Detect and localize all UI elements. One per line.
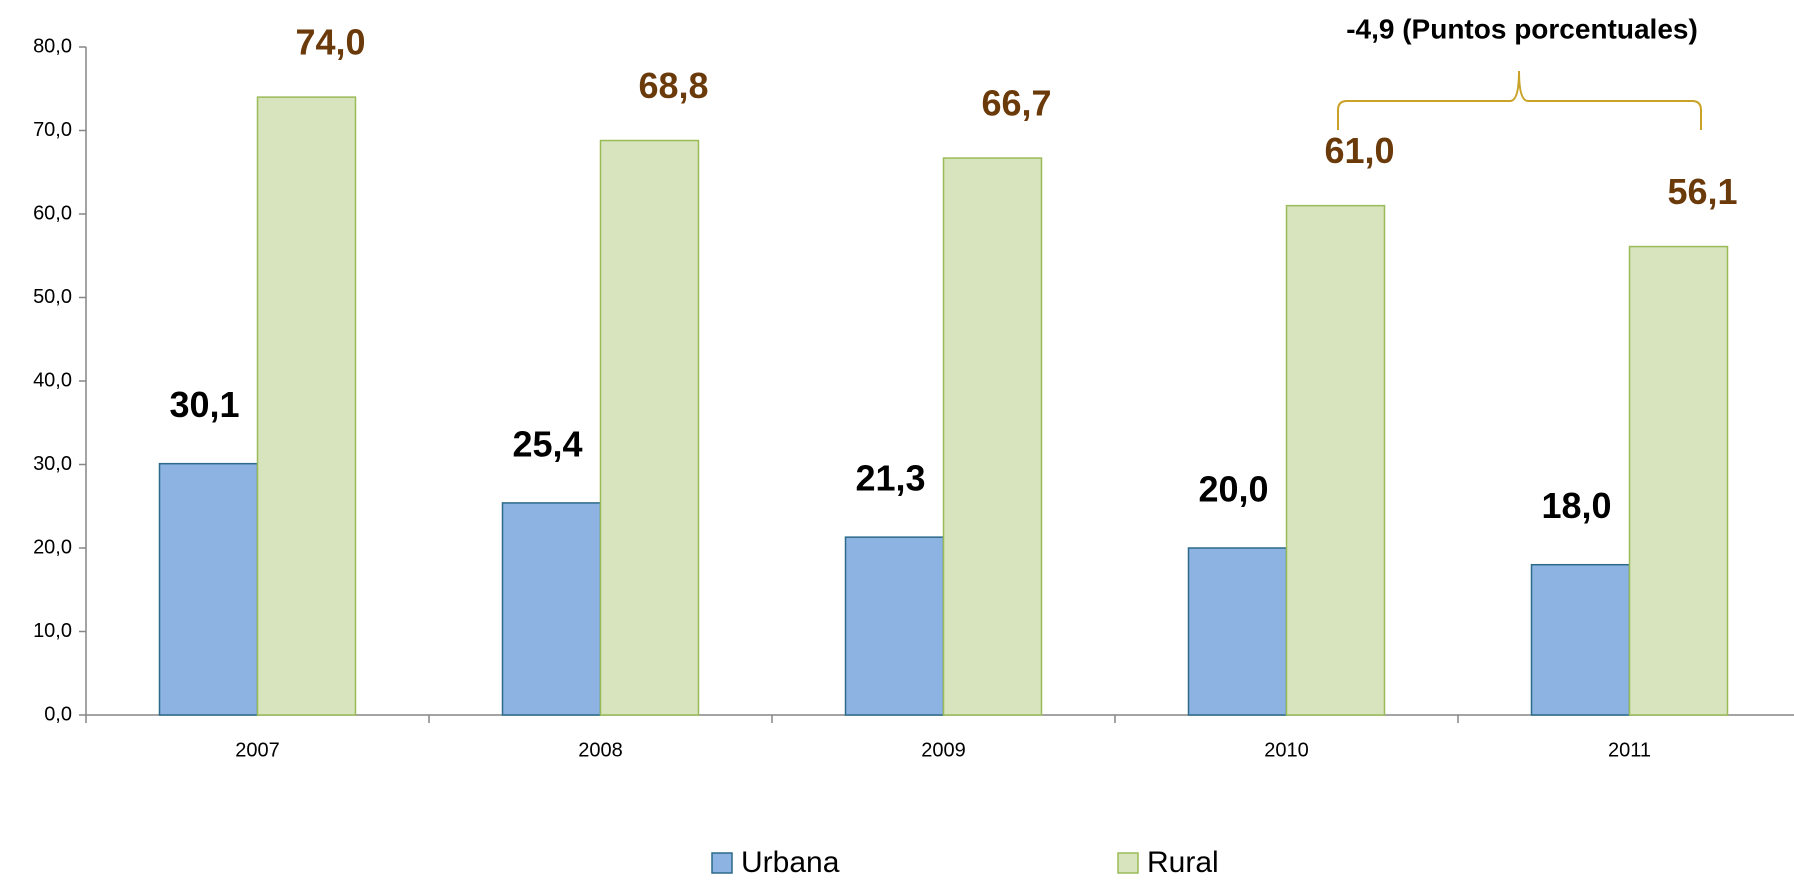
data-label: 56,1 bbox=[1667, 171, 1737, 212]
data-label: 61,0 bbox=[1324, 130, 1394, 171]
annotation: -4,9 (Puntos porcentuales) bbox=[1346, 13, 1698, 44]
data-label: 18,0 bbox=[1541, 485, 1611, 526]
bar bbox=[1285, 204, 1386, 716]
bar bbox=[256, 96, 357, 716]
bar bbox=[1628, 245, 1729, 716]
bar bbox=[1187, 547, 1288, 716]
x-tick-label: 2007 bbox=[235, 739, 280, 761]
bar bbox=[158, 462, 259, 716]
data-label: 25,4 bbox=[512, 423, 582, 464]
y-tick-label: 30,0 bbox=[33, 453, 72, 475]
y-tick-label: 20,0 bbox=[33, 536, 72, 558]
y-tick-label: 0,0 bbox=[44, 703, 72, 725]
y-tick-label: 50,0 bbox=[33, 286, 72, 308]
legend-label: Urbana bbox=[741, 846, 840, 879]
data-label: 30,1 bbox=[169, 384, 239, 425]
legend-swatch bbox=[711, 852, 733, 874]
bar bbox=[844, 536, 945, 716]
x-tick-label: 2009 bbox=[921, 739, 966, 761]
legend-label: Rural bbox=[1147, 846, 1219, 879]
data-label: 68,8 bbox=[638, 65, 708, 106]
data-label: 66,7 bbox=[981, 83, 1051, 124]
x-tick-label: 2011 bbox=[1608, 739, 1651, 761]
data-label: 20,0 bbox=[1198, 469, 1268, 510]
y-tick-label: 70,0 bbox=[33, 119, 72, 141]
bar bbox=[599, 139, 700, 716]
x-tick-label: 2010 bbox=[1264, 739, 1309, 761]
brace bbox=[1337, 70, 1702, 130]
data-label: 74,0 bbox=[295, 22, 365, 63]
y-tick-label: 10,0 bbox=[33, 620, 72, 642]
y-tick-label: 80,0 bbox=[33, 35, 72, 57]
data-label: 21,3 bbox=[855, 458, 925, 499]
y-tick-label: 60,0 bbox=[33, 202, 72, 224]
bar bbox=[1530, 563, 1631, 716]
legend-swatch bbox=[1117, 852, 1139, 874]
y-tick-label: 40,0 bbox=[33, 369, 72, 391]
bar bbox=[501, 502, 602, 716]
bar bbox=[942, 157, 1043, 716]
x-tick-label: 2008 bbox=[578, 739, 623, 761]
